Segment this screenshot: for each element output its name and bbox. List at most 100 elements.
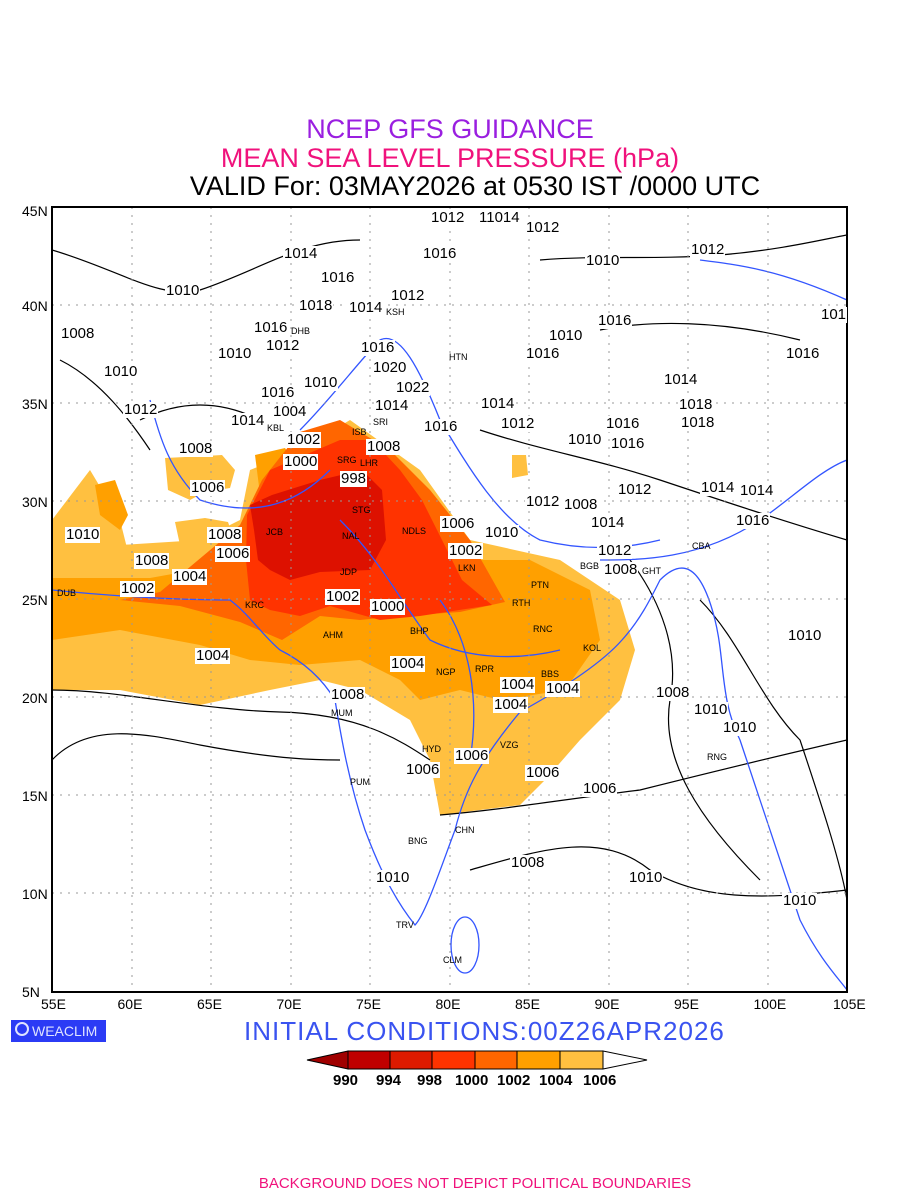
contour-label: 1014 xyxy=(700,479,736,496)
contour-label: 1004 xyxy=(493,696,529,713)
city-label: MUM xyxy=(331,708,353,718)
contour-label: 1014 xyxy=(348,299,384,316)
contour-label: 1014 xyxy=(480,395,516,412)
city-label: HYD xyxy=(422,744,442,754)
city-label: KRC xyxy=(245,600,265,610)
title-variable: MEAN SEA LEVEL PRESSURE (hPa) xyxy=(220,143,680,173)
city-label: STG xyxy=(352,505,371,515)
contour-label: 1018 xyxy=(680,414,716,431)
fill-998 xyxy=(250,470,386,580)
contour-label: 1014 xyxy=(230,412,266,429)
city-label: KSH xyxy=(386,307,405,317)
contour-label: 1010 xyxy=(782,892,818,909)
city-label: BNG xyxy=(408,836,428,846)
contour-label: 1016 xyxy=(610,435,646,452)
lat-tick-label: 40N xyxy=(22,298,48,314)
city-label: NAL xyxy=(342,531,360,541)
contour-label: 1012 xyxy=(525,219,561,236)
contour-label: 1008 xyxy=(655,684,691,701)
city-label: AHM xyxy=(323,630,343,640)
weaclim-logo: WEACLIM xyxy=(11,1020,106,1042)
contour-label: 1016 xyxy=(735,512,771,529)
lat-tick-label: 20N xyxy=(22,690,48,706)
colorbar-arrow-high xyxy=(602,1050,648,1070)
contour-label: 1012 xyxy=(430,209,466,226)
lat-tick-label: 35N xyxy=(22,396,48,412)
contour-label: 1004 xyxy=(500,676,536,693)
lon-tick-label: 85E xyxy=(515,996,540,1012)
contour-label: 1004 xyxy=(195,647,231,664)
contour-label: 1010 xyxy=(217,345,253,362)
contour-label: 1018 xyxy=(678,396,714,413)
lon-tick-label: 100E xyxy=(753,996,787,1012)
contour-label: 1008 xyxy=(563,496,599,513)
city-label: BBS xyxy=(541,669,560,679)
contour-label: 1008 xyxy=(603,561,639,578)
lon-tick-label: 70E xyxy=(276,996,302,1012)
city-label: LKN xyxy=(458,563,476,573)
contour-label: 1010 xyxy=(484,524,520,541)
lat-tick-label: 25N xyxy=(22,592,48,608)
city-label: VZG xyxy=(500,740,519,750)
city-label: CBA xyxy=(692,541,711,551)
contour-label: 1006 xyxy=(454,747,490,764)
contour-label: 1002 xyxy=(448,542,484,559)
contour-label: 1014 xyxy=(663,371,699,388)
contour-label: 1010 xyxy=(585,252,621,269)
contour-label: 1012 xyxy=(525,493,561,510)
map-frame xyxy=(51,206,848,993)
city-label: DHB xyxy=(291,326,311,336)
lon-tick-label: 90E xyxy=(594,996,620,1012)
colorbar-label: 998 xyxy=(417,1072,443,1089)
city-label: KBL xyxy=(267,423,285,433)
contour-label: 1014 xyxy=(590,514,626,531)
lon-tick-label: 55E xyxy=(41,996,66,1012)
colorbar-swatch xyxy=(559,1050,604,1070)
lat-tick-label: 15N xyxy=(22,788,48,804)
city-label: GHT xyxy=(642,566,661,576)
lon-tick-label: 105E xyxy=(833,996,866,1012)
contour-label: 1008 xyxy=(366,438,402,455)
contour-label: 1004 xyxy=(272,403,308,420)
contour-label: 1012 xyxy=(500,415,536,432)
city-label: SRG xyxy=(337,455,357,465)
city-label: RPR xyxy=(475,664,495,674)
city-label: KOL xyxy=(583,643,602,653)
footer-disclaimer: BACKGROUND DOES NOT DEPICT POLITICAL BOU… xyxy=(258,1175,692,1192)
contour-label: 1016 xyxy=(320,269,356,286)
colorbar-swatch xyxy=(431,1050,476,1070)
colorbar-label: 1004 xyxy=(539,1072,573,1089)
fill-1004-patch xyxy=(95,480,128,530)
colorbar-swatch xyxy=(389,1050,433,1070)
city-label: CLM xyxy=(443,955,463,965)
contour-label: 1010 xyxy=(375,869,411,886)
contour-label: 1010 xyxy=(103,363,139,380)
contour-label: 1004 xyxy=(545,680,581,697)
contour-label: 1012 xyxy=(690,241,726,258)
contour-label: 1012 xyxy=(597,542,633,559)
contour-label: 1016 xyxy=(605,415,641,432)
contour-label: 1010 xyxy=(693,701,729,718)
contour-label: 1010 xyxy=(65,526,101,543)
contour-label: 1008 xyxy=(510,854,546,871)
contour-label: 1006 xyxy=(525,764,561,781)
contour-label: 1006 xyxy=(190,479,226,496)
colorbar xyxy=(306,1050,648,1070)
contour-label: 1016 xyxy=(785,345,821,362)
colorbar-swatch xyxy=(347,1050,391,1070)
colorbar-label: 1000 xyxy=(455,1072,489,1089)
contour-label: 1002 xyxy=(325,588,361,605)
contour-label: 1006 xyxy=(440,515,476,532)
lon-tick-label: 75E xyxy=(356,996,381,1012)
contour-label: 1016 xyxy=(253,319,289,336)
contour-label: 1006 xyxy=(405,761,441,778)
contour-label: 11014 xyxy=(478,209,521,226)
lon-tick-label: 95E xyxy=(674,996,699,1012)
lon-tick-label: 65E xyxy=(197,996,222,1012)
contour-label: 1000 xyxy=(283,453,319,470)
contour-label: 1014 xyxy=(374,397,410,414)
contour-label: 1008 xyxy=(60,325,96,342)
contour-label: 1016 xyxy=(597,312,633,329)
contour-label: 998 xyxy=(340,470,368,487)
contour-label: 1004 xyxy=(172,568,208,585)
